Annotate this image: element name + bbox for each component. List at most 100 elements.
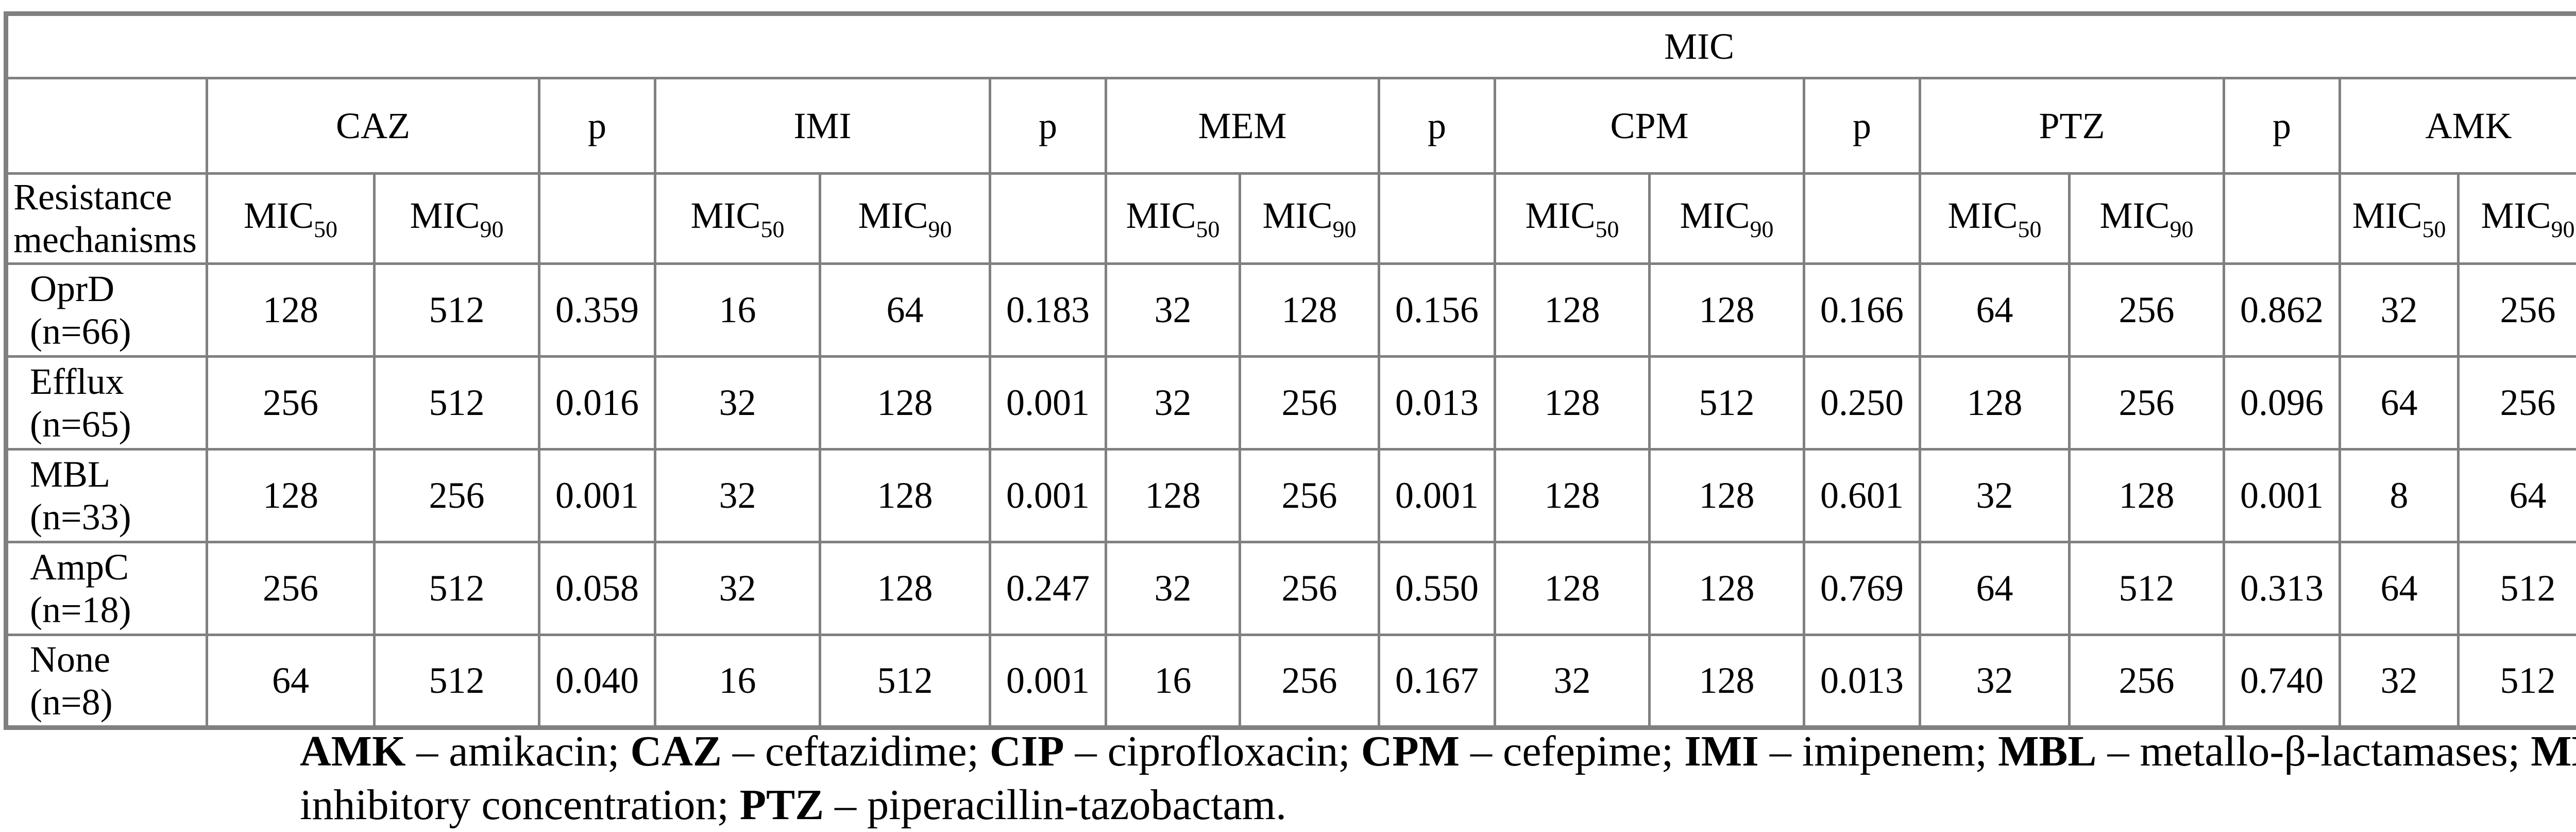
empty-cell <box>1378 172 1496 265</box>
footnote: AMK – amikacin; CAZ – ceftazidime; CIP –… <box>300 725 2576 832</box>
value-cell: 0.001 <box>989 448 1107 543</box>
value-cell: 0.550 <box>1378 541 1496 636</box>
value-cell: 256 <box>1239 634 1380 729</box>
value-cell: 512 <box>819 634 991 729</box>
value-cell: 0.016 <box>538 355 656 451</box>
value-cell: 0.001 <box>538 448 656 543</box>
mic50-header: MIC50 <box>1494 172 1651 265</box>
value-cell: 512 <box>373 541 540 636</box>
value-cell: 32 <box>1919 448 2071 543</box>
value-cell: 0.040 <box>538 634 656 729</box>
value-cell: 128 <box>819 541 991 636</box>
value-cell: 128 <box>1648 262 1805 358</box>
value-cell: 32 <box>1494 634 1651 729</box>
empty-cell <box>1803 172 1921 265</box>
value-cell: 64 <box>819 262 991 358</box>
col-header-mem: MEM <box>1105 77 1380 175</box>
col-header-amk: AMK <box>2338 77 2576 175</box>
value-cell: 0.001 <box>989 355 1107 451</box>
value-cell: 32 <box>654 541 821 636</box>
value-cell: 256 <box>206 355 376 451</box>
value-cell: 256 <box>2068 634 2225 729</box>
value-cell: 512 <box>2068 541 2225 636</box>
value-cell: 128 <box>1494 541 1651 636</box>
row-label: MBL (n=33) <box>5 448 208 543</box>
value-cell: 128 <box>206 262 376 358</box>
value-cell: 0.167 <box>1378 634 1496 729</box>
value-cell: 32 <box>1105 541 1241 636</box>
value-cell: 0.313 <box>2223 541 2341 636</box>
value-cell: 128 <box>2068 448 2225 543</box>
value-cell: 0.001 <box>1378 448 1496 543</box>
value-cell: 512 <box>373 355 540 451</box>
value-cell: 128 <box>1494 355 1651 451</box>
value-cell: 0.013 <box>1803 634 1921 729</box>
value-cell: 128 <box>1648 541 1805 636</box>
value-cell: 0.359 <box>538 262 656 358</box>
value-cell: 64 <box>1919 541 2071 636</box>
value-cell: 0.058 <box>538 541 656 636</box>
table-body: OprD (n=66) 128 512 0.359 16 64 0.183 32 128 0.156… <box>5 262 2576 729</box>
p-header: p <box>1803 77 1921 175</box>
value-cell: 256 <box>2457 262 2576 358</box>
value-cell: 256 <box>1239 448 1380 543</box>
col-header-caz: CAZ <box>206 77 540 175</box>
value-cell: 0.156 <box>1378 262 1496 358</box>
value-cell: 64 <box>2338 355 2460 451</box>
value-cell: 512 <box>2457 634 2576 729</box>
value-cell: 16 <box>654 634 821 729</box>
value-cell: 128 <box>1648 448 1805 543</box>
mic50-header: MIC50 <box>2338 172 2460 265</box>
mic90-header: MIC90 <box>373 172 540 265</box>
row-group-header: Resistance mechanisms <box>5 172 208 265</box>
value-cell: 128 <box>1494 448 1651 543</box>
mic90-header: MIC90 <box>819 172 991 265</box>
footnote-line: inhibitory concentration; PTZ – piperaci… <box>300 781 1287 829</box>
footnote-line: AMK – amikacin; CAZ – ceftazidime; CIP –… <box>300 727 2576 775</box>
value-cell: 32 <box>2338 634 2460 729</box>
value-cell: 0.166 <box>1803 262 1921 358</box>
value-cell: 128 <box>1494 262 1651 358</box>
value-cell: 256 <box>2068 262 2225 358</box>
value-cell: 256 <box>1239 541 1380 636</box>
value-cell: 256 <box>206 541 376 636</box>
value-cell: 0.096 <box>2223 355 2341 451</box>
corner-cell <box>5 77 208 175</box>
value-cell: 256 <box>2068 355 2225 451</box>
value-cell: 32 <box>1919 634 2071 729</box>
table-row: OprD (n=66) 128 512 0.359 16 64 0.183 32 128 0.156… <box>5 262 2576 358</box>
value-cell: 64 <box>2457 448 2576 543</box>
value-cell: 32 <box>1105 355 1241 451</box>
mic50-header: MIC50 <box>1919 172 2071 265</box>
value-cell: 0.862 <box>2223 262 2341 358</box>
row-label: OprD (n=66) <box>5 262 208 358</box>
row-label: None (n=8) <box>5 634 208 729</box>
value-cell: 16 <box>1105 634 1241 729</box>
value-cell: 32 <box>2338 262 2460 358</box>
mic90-header: MIC90 <box>1239 172 1380 265</box>
col-header-ptz: PTZ <box>1919 77 2225 175</box>
row-label: Efflux (n=65) <box>5 355 208 451</box>
value-cell: 16 <box>654 262 821 358</box>
table-row: MBL (n=33) 128 256 0.001 32 128 0.001 128 256 0.00… <box>5 448 2576 543</box>
table-row: AmpC (n=18) 256 512 0.058 32 128 0.247 32 256 0.55… <box>5 541 2576 636</box>
row-label: AmpC (n=18) <box>5 541 208 636</box>
p-header: p <box>1378 77 1496 175</box>
value-cell: 0.740 <box>2223 634 2341 729</box>
value-cell: 0.601 <box>1803 448 1921 543</box>
mic50-header: MIC50 <box>206 172 376 265</box>
value-cell: 512 <box>1648 355 1805 451</box>
mic-table: MIC CAZ p IMI p MEM p CPM p PTZ p AMK p … <box>4 11 2576 730</box>
mic50-header: MIC50 <box>1105 172 1241 265</box>
table-row: Efflux (n=65) 256 512 0.016 32 128 0.001 32 256 0.… <box>5 355 2576 451</box>
value-cell: 128 <box>1105 448 1241 543</box>
p-header: p <box>989 77 1107 175</box>
value-cell: 64 <box>1919 262 2071 358</box>
value-cell: 512 <box>373 634 540 729</box>
value-cell: 32 <box>654 448 821 543</box>
empty-cell <box>989 172 1107 265</box>
value-cell: 0.769 <box>1803 541 1921 636</box>
value-cell: 128 <box>819 448 991 543</box>
value-cell: 128 <box>206 448 376 543</box>
value-cell: 0.247 <box>989 541 1107 636</box>
